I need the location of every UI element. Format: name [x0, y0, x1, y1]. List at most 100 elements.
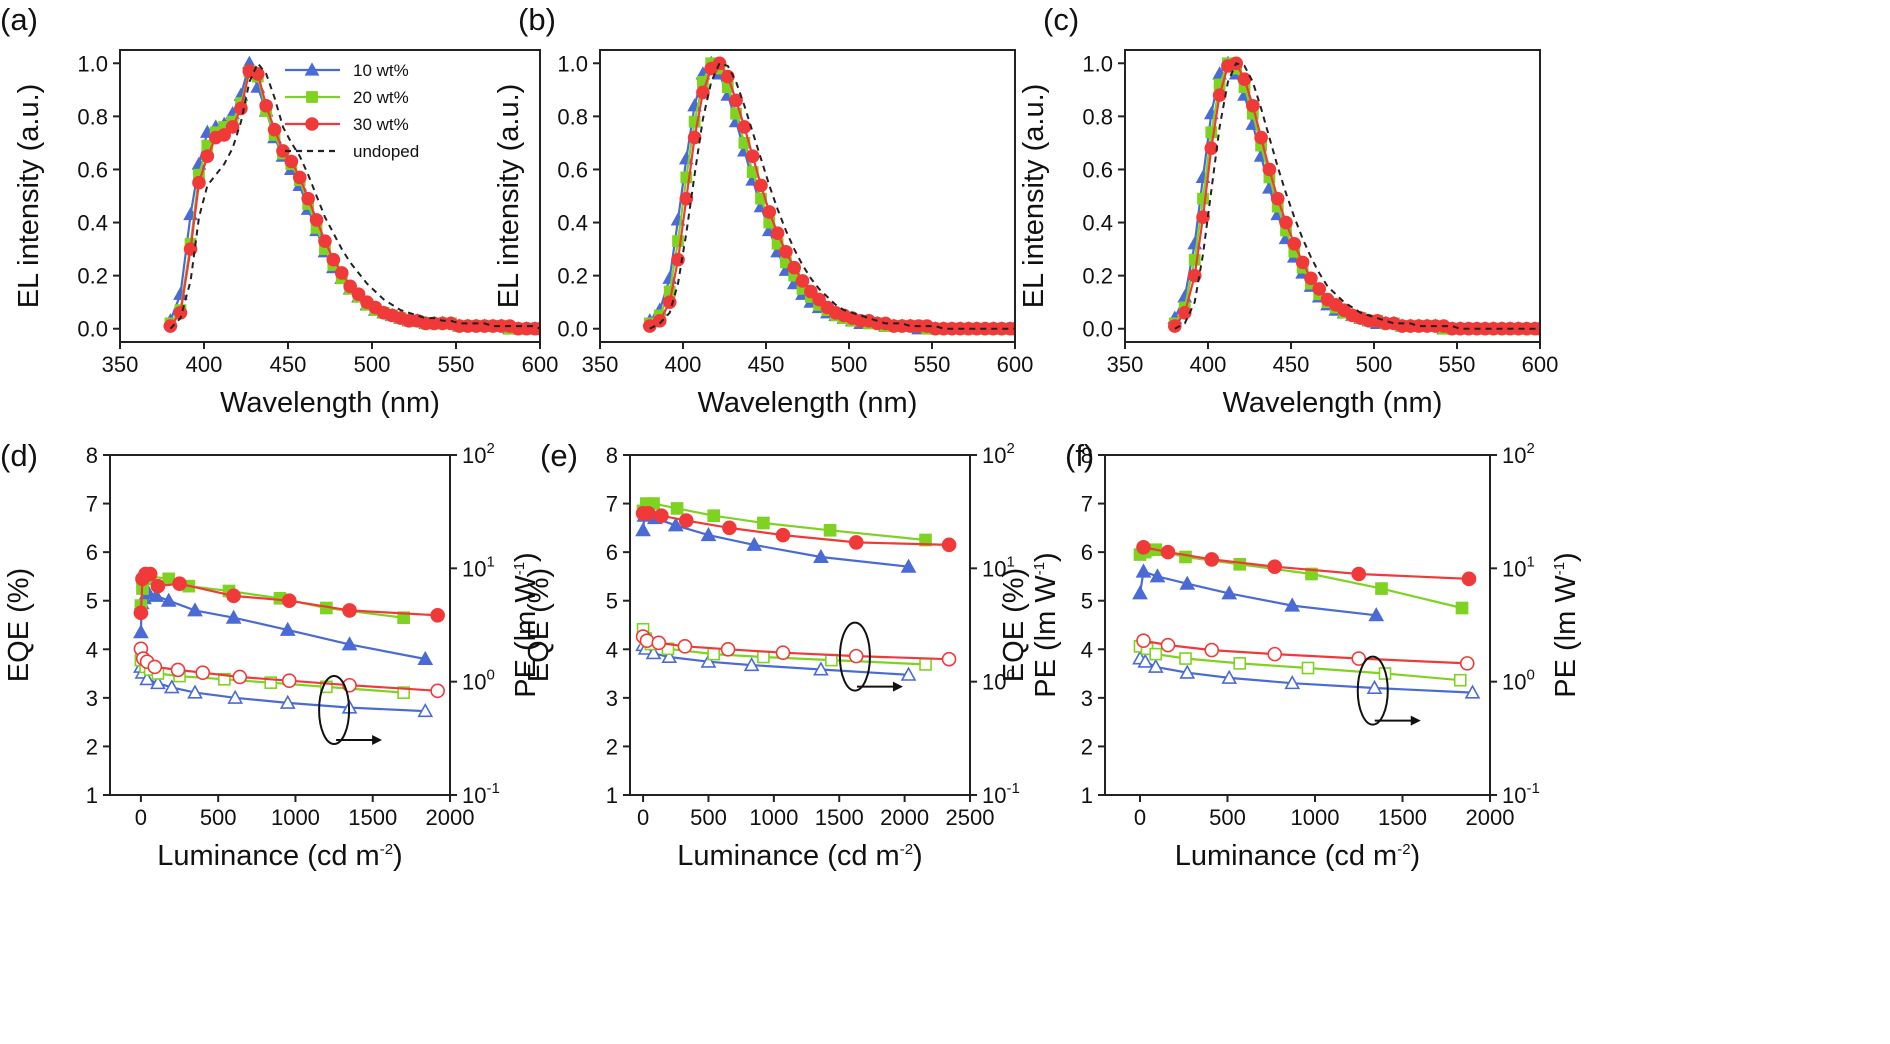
series-line [1138, 570, 1377, 617]
circle-marker [1136, 539, 1151, 555]
x-tick-label: 600 [522, 352, 559, 377]
triangle-marker [1221, 669, 1238, 684]
legend-label: 10 wt% [353, 61, 409, 80]
circle-marker [301, 191, 315, 206]
series-line [649, 61, 1014, 330]
triangle-marker [1179, 664, 1196, 679]
triangle-marker [1284, 597, 1301, 612]
y-tick-label: 8 [606, 443, 618, 468]
circle-marker [259, 98, 273, 113]
y2-tick-exponent: 2 [486, 440, 494, 457]
circle-marker [267, 122, 282, 137]
legend-label: 20 wt% [353, 88, 409, 107]
y-tick-label: 0.6 [77, 157, 108, 182]
y-tick-label: 7 [606, 492, 618, 517]
square-marker [1233, 657, 1247, 670]
panel-label: (e) [540, 438, 578, 473]
square-marker [823, 523, 837, 537]
circle-marker [754, 178, 768, 193]
y-tick-label: 3 [606, 686, 618, 711]
circle-marker [1267, 559, 1283, 575]
triangle-marker [279, 621, 296, 636]
circle-marker [651, 635, 667, 651]
circle-marker [1254, 130, 1268, 145]
circle-marker [941, 537, 957, 553]
circle-marker [779, 244, 793, 259]
x-axis-title-sup: -2 [900, 841, 913, 858]
y2-axis-title: PE (lm W-1) [1030, 552, 1062, 697]
x-axis-title: Luminance (cd m-2) [157, 840, 402, 872]
y2-tick-label: 101 [462, 553, 495, 581]
circle-marker [1246, 98, 1260, 113]
circle-marker [309, 213, 324, 227]
annotation-ellipse [1356, 655, 1389, 726]
square-marker [1301, 661, 1315, 675]
square-marker [919, 533, 932, 547]
y-tick-label: 1 [86, 783, 98, 808]
y-tick-label: 1.0 [557, 51, 588, 76]
y2-tick-label: 10-1 [462, 780, 500, 808]
triangle-marker [1366, 679, 1383, 694]
y2-axis-title: PE (lm W-1) [510, 552, 542, 697]
square-marker [707, 647, 721, 661]
chart-panel-6: (f)0 500 1000 1500 20001234567810-1100101102… [998, 438, 1582, 872]
circle-marker [1136, 633, 1151, 648]
y2-tick-exponent: 0 [486, 667, 494, 684]
y-tick-label: 4 [606, 637, 618, 662]
square-marker [1179, 550, 1192, 564]
y-tick-label: 6 [606, 540, 618, 565]
triangle-marker [417, 650, 434, 666]
panel-label: (a) [0, 2, 38, 37]
y-tick-label: 4 [1081, 637, 1093, 662]
triangle-marker [900, 666, 917, 681]
triangle-marker [133, 624, 149, 639]
circle-marker [737, 120, 752, 134]
y-tick-label: 1 [606, 783, 618, 808]
circle-marker [696, 85, 710, 100]
y-tick-label: 0.6 [557, 157, 588, 182]
circle-marker [150, 578, 166, 594]
series-group [635, 497, 957, 681]
circle-marker [281, 593, 297, 609]
x-axis-title: Wavelength (nm) [698, 387, 918, 419]
x-tick-label: 450 [270, 352, 307, 377]
series-line [169, 61, 539, 330]
plot-frame [629, 454, 971, 796]
circle-marker [343, 279, 357, 294]
y2-axis-title-close: ) [1030, 552, 1062, 562]
circle-marker [1461, 571, 1477, 587]
circle-marker [677, 639, 693, 654]
square-marker [1179, 652, 1192, 665]
x-tick-label: 400 [1190, 352, 1227, 377]
triangle-marker [1137, 653, 1154, 668]
legend-label: undoped [353, 142, 419, 161]
circle-marker [1295, 255, 1310, 270]
circle-marker [334, 266, 349, 280]
chart-panel-2: (b) 350 400 450 500 550 600 0.0 0.2 0.4 0.6 0.8 1.0 W… [493, 2, 1033, 419]
square-marker [1453, 673, 1467, 687]
series-line [1173, 61, 1539, 330]
x-tick-label: 0 [637, 805, 649, 830]
series-group [1132, 539, 1481, 699]
x-tick-label: 1000 [749, 805, 798, 830]
triangle-marker [1284, 675, 1301, 690]
series-group [133, 566, 445, 718]
circle-marker [163, 319, 178, 333]
circle-marker [804, 284, 818, 299]
x-tick-label: 1000 [271, 805, 320, 830]
y2-tick-exponent: -1 [1006, 780, 1019, 797]
x-tick-label: 600 [1522, 352, 1559, 377]
annotation-arrow-head [1410, 715, 1421, 726]
triangle-marker [279, 694, 296, 709]
annotation-ellipse [318, 675, 351, 745]
legend-label: 30 wt% [353, 115, 409, 134]
circle-marker [533, 322, 539, 336]
y-tick-label: 2 [86, 734, 98, 759]
circle-marker [1168, 319, 1182, 333]
square-marker [218, 672, 231, 686]
square-marker [757, 650, 770, 664]
square-marker [397, 686, 410, 699]
x-tick-label: 600 [997, 352, 1034, 377]
square-marker [825, 653, 838, 667]
y2-tick-exponent: 0 [1526, 667, 1534, 684]
